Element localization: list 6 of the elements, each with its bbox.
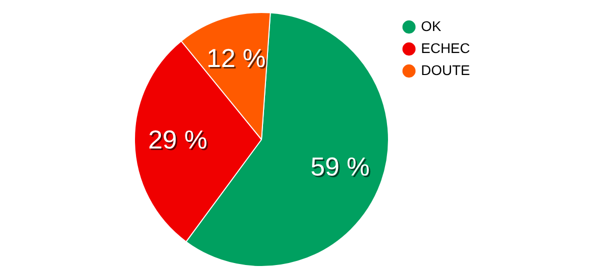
legend-label: OK [420,18,442,34]
legend-label: DOUTE [420,62,470,78]
data-label: 12 % [208,44,268,74]
legend-label: ECHEC [420,40,470,56]
data-label: 59 % [312,153,372,184]
data-label: 29 % [150,126,209,156]
